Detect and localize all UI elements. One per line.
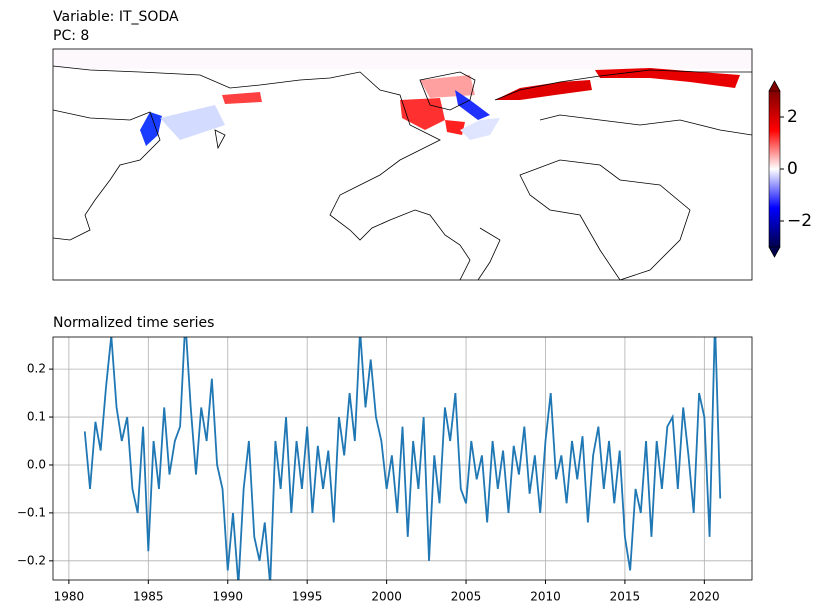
x-tick-label: 1995	[292, 590, 323, 604]
x-tick-label: 2010	[530, 590, 561, 604]
x-tick-label: 1985	[133, 590, 164, 604]
y-tick-label: −0.2	[17, 553, 46, 567]
map	[53, 49, 752, 280]
line-plot: 1980 1985 1990 1995 2000 2005 2010 2015 2020 −0.2…	[17, 336, 753, 604]
colorbar-tick-label: 0	[787, 159, 798, 179]
x-tick-label: 2005	[451, 590, 482, 604]
colorbar-tick-label: 2	[787, 107, 798, 127]
x-tick-label: 2000	[371, 590, 402, 604]
x-tick-label: 2020	[689, 590, 720, 604]
y-tick-label: −0.1	[17, 505, 46, 519]
series-line	[83, 337, 722, 580]
colorbar-tick-label: −2	[787, 211, 812, 231]
y-tick-label: 0.2	[27, 362, 46, 376]
plot-frame	[52, 336, 753, 581]
map-frame	[52, 48, 753, 281]
map-subtitle: PC: 8	[53, 28, 89, 44]
x-tick-label: 2015	[610, 590, 641, 604]
colorbar-scale	[769, 91, 780, 247]
map-title: Variable: IT_SODA	[53, 9, 179, 25]
x-tick-label: 1980	[54, 590, 85, 604]
line-title: Normalized time series	[53, 315, 214, 331]
y-tick-label: 0.0	[27, 457, 46, 471]
colorbar	[768, 80, 781, 258]
y-tick-label: 0.1	[27, 410, 46, 424]
x-tick-label: 1990	[212, 590, 243, 604]
